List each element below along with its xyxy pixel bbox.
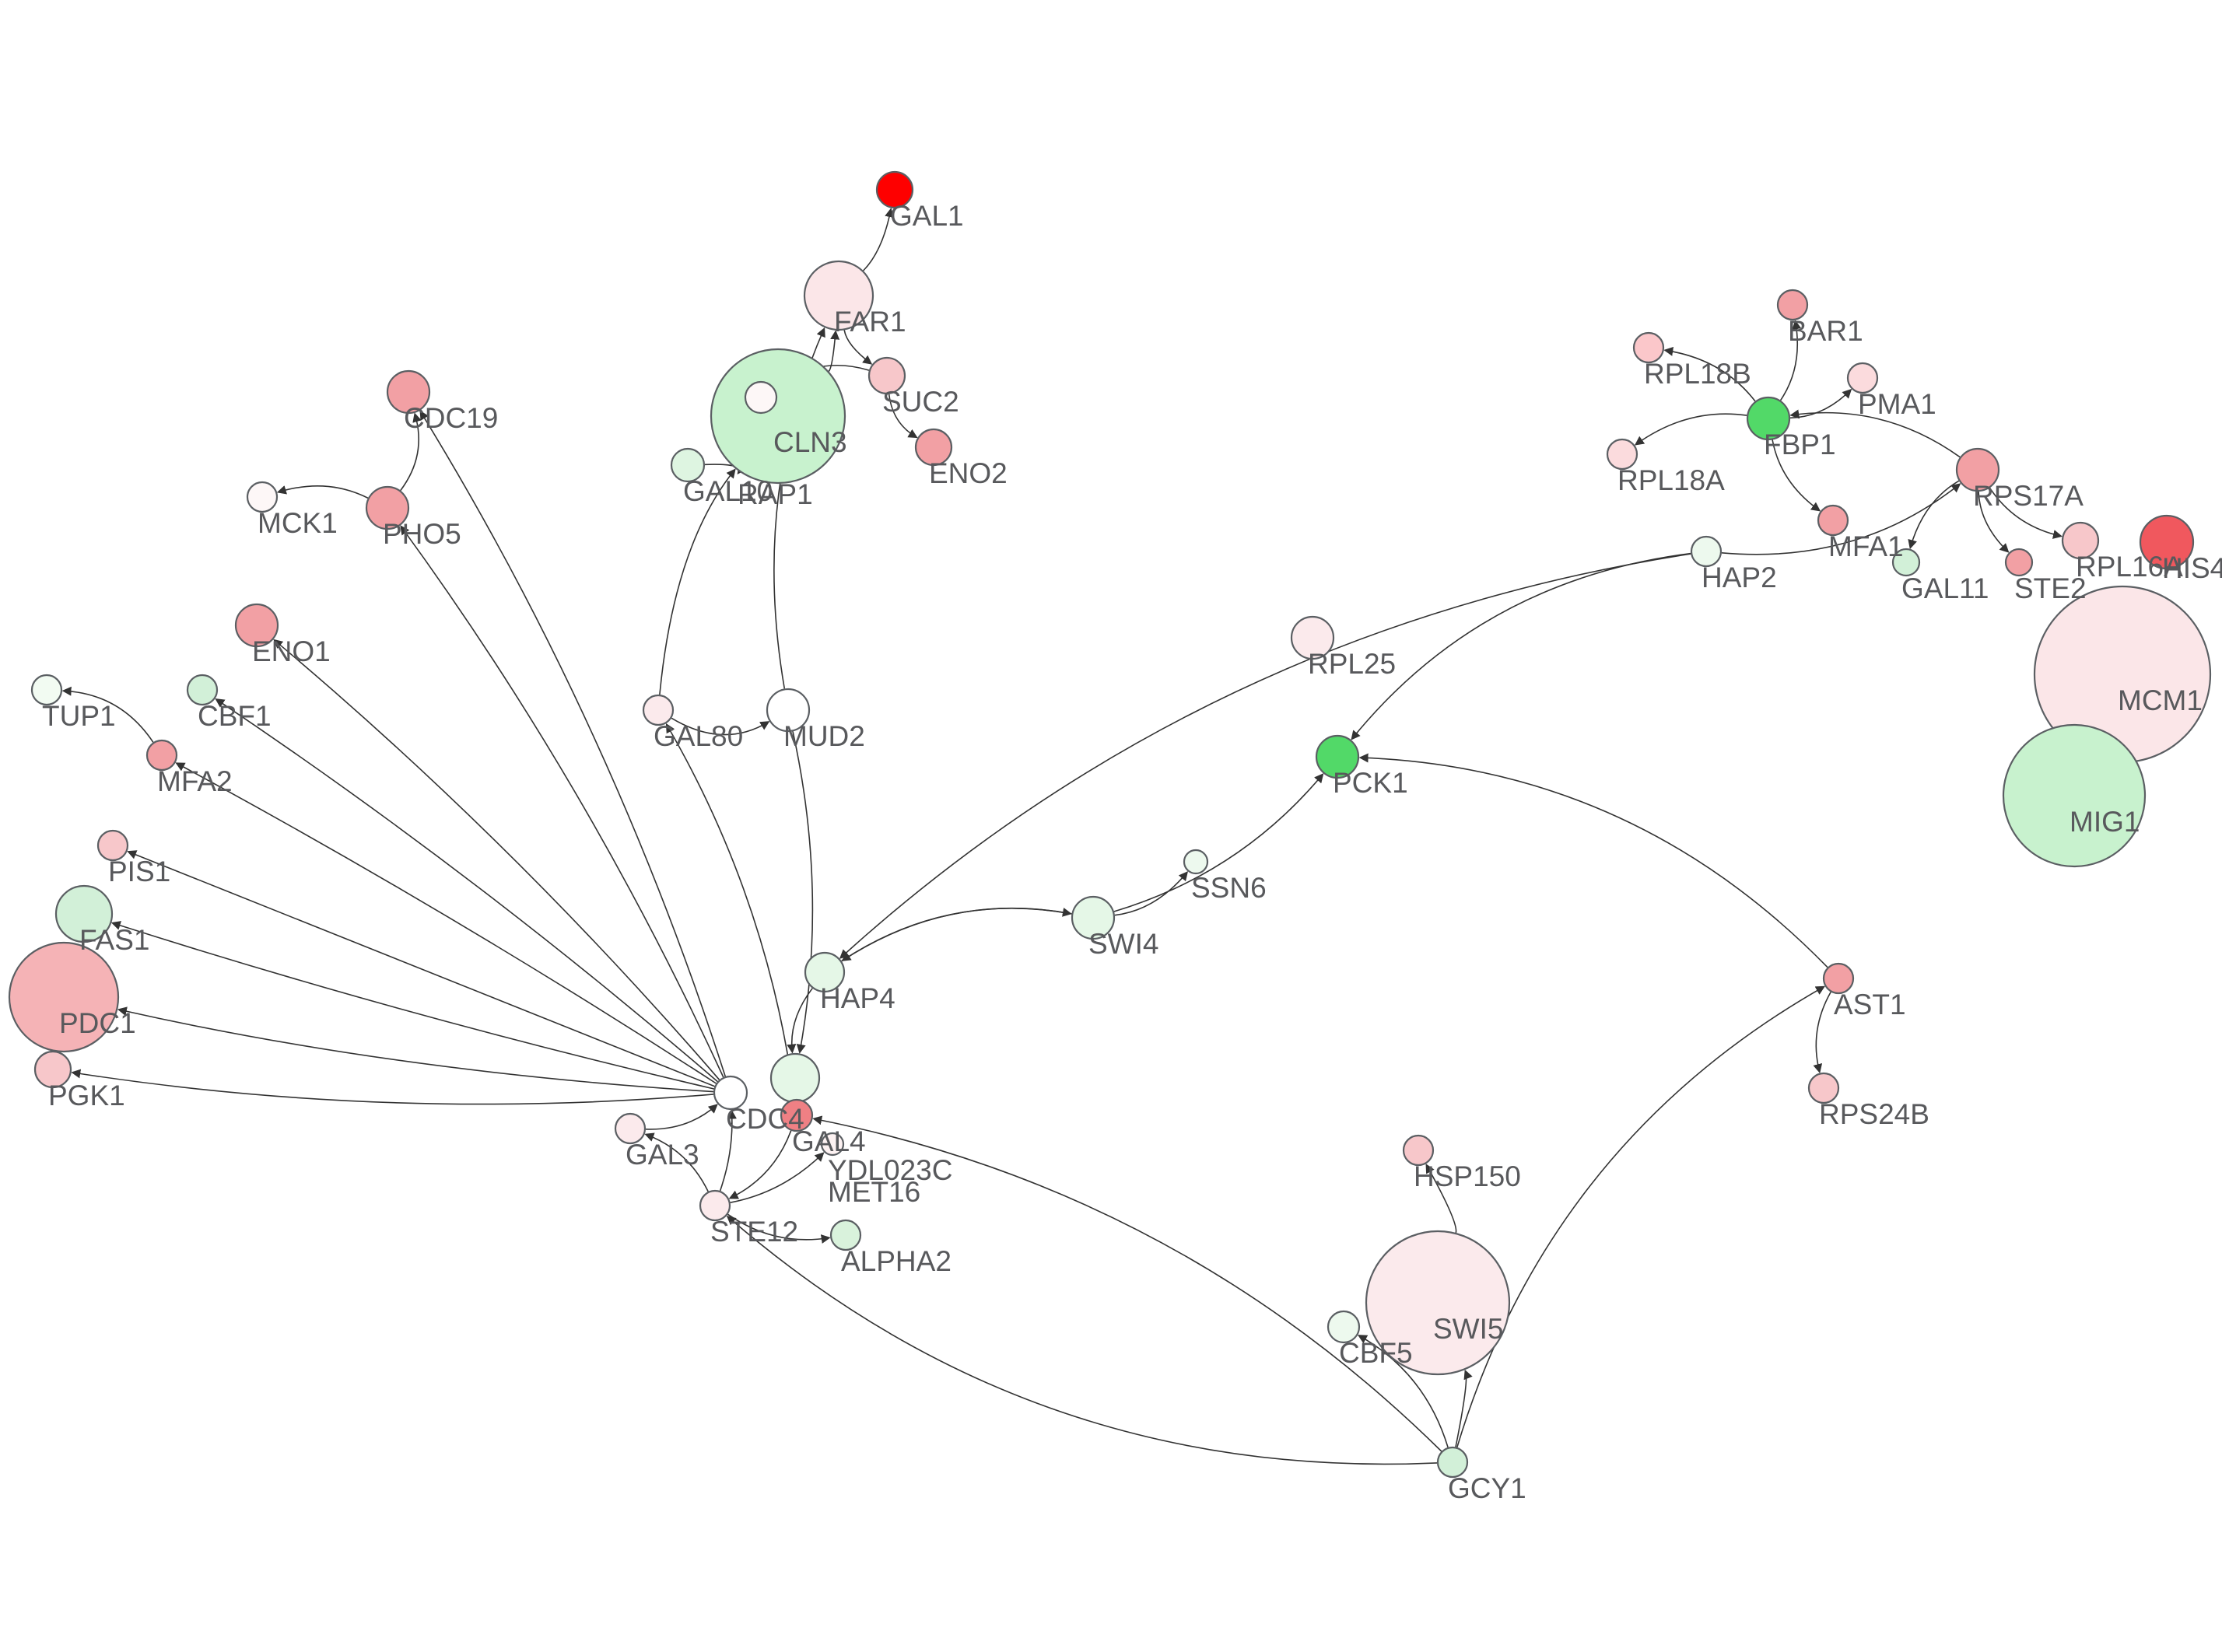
svg-text:HAP4: HAP4	[820, 982, 895, 1014]
svg-text:SWI5: SWI5	[1433, 1313, 1503, 1345]
svg-text:MET16: MET16	[828, 1176, 920, 1208]
svg-text:HSP150: HSP150	[1414, 1160, 1521, 1192]
svg-text:RPS24B: RPS24B	[1819, 1098, 1929, 1130]
svg-text:FAS1: FAS1	[79, 924, 150, 956]
svg-text:GAL3: GAL3	[626, 1139, 699, 1171]
svg-text:TUP1: TUP1	[42, 700, 116, 732]
svg-text:FAR1: FAR1	[834, 306, 906, 338]
svg-text:PIS1: PIS1	[108, 856, 170, 887]
svg-text:GAL1: GAL1	[890, 200, 964, 232]
svg-text:GAL80: GAL80	[654, 720, 743, 752]
svg-text:SSN6: SSN6	[1191, 872, 1267, 904]
svg-text:MUD2: MUD2	[783, 720, 865, 752]
svg-text:BAR1: BAR1	[1788, 315, 1863, 347]
svg-text:SWI4: SWI4	[1088, 928, 1158, 960]
svg-text:MFA2: MFA2	[157, 765, 233, 797]
svg-text:RPS17A: RPS17A	[1973, 480, 2084, 512]
svg-text:CLN3: CLN3	[773, 426, 847, 458]
svg-text:CDC4: CDC4	[726, 1103, 804, 1135]
svg-text:MFA1: MFA1	[1828, 530, 1904, 562]
svg-text:ENO1: ENO1	[252, 635, 331, 667]
svg-text:HAP2: HAP2	[1702, 562, 1777, 593]
svg-text:PGK1: PGK1	[48, 1080, 125, 1111]
svg-text:RPL18B: RPL18B	[1644, 358, 1751, 390]
svg-text:RPL25: RPL25	[1308, 648, 1396, 680]
svg-text:GAL11: GAL11	[1901, 572, 1989, 604]
svg-text:AST1: AST1	[1834, 989, 1906, 1020]
svg-text:PMA1: PMA1	[1858, 388, 1936, 420]
svg-text:MCK1: MCK1	[258, 507, 338, 539]
svg-text:GCY1: GCY1	[1448, 1472, 1526, 1504]
svg-text:PHO5: PHO5	[383, 518, 461, 550]
svg-text:HIS4: HIS4	[2162, 552, 2222, 584]
svg-text:STE12: STE12	[710, 1216, 798, 1248]
svg-text:PCK1: PCK1	[1333, 767, 1408, 799]
svg-text:FBP1: FBP1	[1764, 429, 1836, 460]
svg-text:CBF5: CBF5	[1339, 1337, 1413, 1369]
svg-text:MCM1: MCM1	[2118, 684, 2203, 716]
svg-text:SUC2: SUC2	[882, 386, 959, 418]
svg-text:ENO2: ENO2	[929, 457, 1008, 489]
svg-text:ALPHA2: ALPHA2	[841, 1245, 952, 1277]
svg-text:MIG1: MIG1	[2070, 806, 2140, 838]
svg-text:RPL18A: RPL18A	[1617, 464, 1725, 496]
svg-text:CBF1: CBF1	[198, 700, 272, 732]
svg-text:CDC19: CDC19	[404, 402, 498, 434]
svg-text:GAL10: GAL10	[683, 475, 773, 507]
svg-text:PDC1: PDC1	[59, 1007, 136, 1039]
